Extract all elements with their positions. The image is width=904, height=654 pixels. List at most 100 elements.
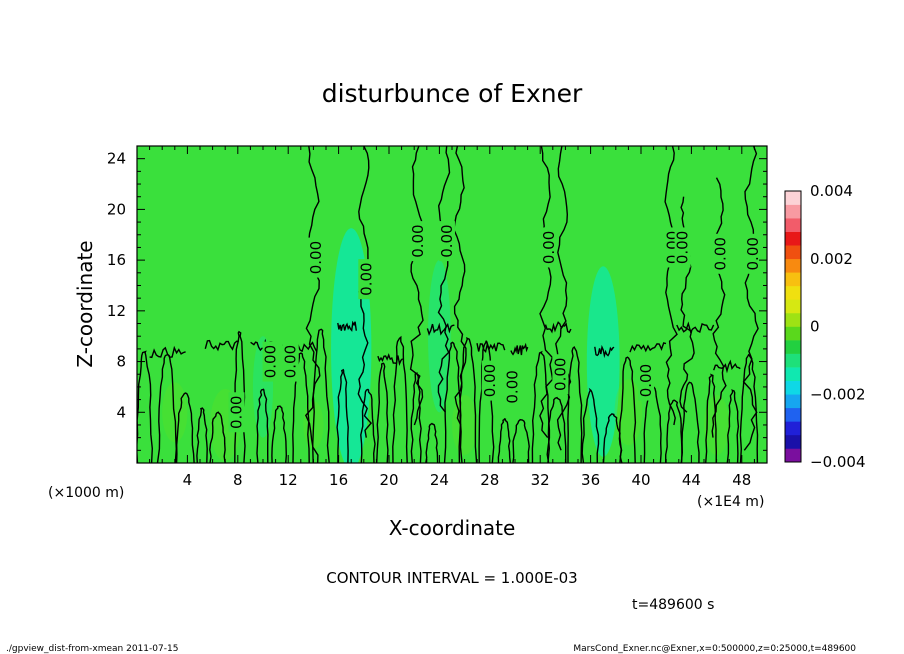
colorbar-swatch [785, 394, 801, 409]
x-tick-label: 20 [379, 471, 398, 489]
contour-segment [544, 321, 572, 334]
contour-loop [665, 399, 683, 463]
contour-label-backdrop [745, 233, 762, 274]
contour-segment [204, 339, 239, 352]
footer-right: MarsCond_Exner.nc@Exner,x=0:500000,z=0:2… [573, 644, 856, 654]
contour-loop [271, 405, 288, 463]
contour-loop [137, 350, 154, 463]
contour-loop [680, 381, 700, 463]
contour-segment [510, 342, 529, 356]
contour-loop [567, 345, 583, 463]
contour-label: 0.00 [357, 262, 375, 295]
contour-label: 0.00 [744, 237, 762, 270]
colorbar-swatch [785, 326, 801, 341]
x-tick-label: 8 [233, 471, 243, 489]
x-tick-label: 44 [682, 471, 701, 489]
x-tick-label: 24 [430, 471, 449, 489]
contour-segment [337, 320, 357, 332]
colorbar-swatch [785, 340, 801, 354]
contour-line [711, 177, 727, 438]
colorbar-frame [784, 190, 802, 463]
contour-loop [425, 422, 439, 463]
colorbar-label: 0.002 [810, 250, 853, 268]
x-tick-label: 12 [279, 471, 298, 489]
contour-label: 0.00 [438, 224, 456, 257]
contour-label-backdrop [674, 227, 691, 268]
x-tick-label: 40 [631, 471, 650, 489]
contour-loop [512, 418, 530, 463]
colorbar-swatch [785, 448, 801, 463]
contour-loop [705, 373, 718, 463]
contour-loop [581, 387, 600, 463]
y-tick-label: 4 [116, 403, 126, 421]
x-axis-ticks: 4 8 12 16 20 24 28 32 36 40 44 48 [149, 146, 755, 489]
contour-segment [426, 322, 455, 336]
y-tick-label: 8 [116, 353, 126, 371]
contour-label: 0.00 [282, 345, 300, 378]
time-label: t=489600 s [632, 597, 714, 613]
colorbar-swatch [785, 204, 801, 219]
contour-label-backdrop [262, 341, 279, 382]
contour-label-backdrop [552, 354, 569, 395]
y-axis-ticks: 4 8 12 16 20 24 [107, 150, 767, 451]
contour-loop [497, 418, 511, 463]
colorbar-swatch [785, 367, 801, 381]
contour-label-backdrop [282, 341, 299, 382]
contour-label: 0.00 [637, 364, 655, 397]
contour-labels: 0.00 0.00 0.00 0.00 0.00 0.00 0.00 0.00 0.00 0.00… [228, 221, 762, 433]
contour-line [742, 146, 759, 451]
contour-label-backdrop [409, 221, 426, 262]
y-tick-label: 20 [107, 200, 126, 218]
colorbar-swatch [785, 312, 801, 327]
contour-segment [676, 321, 715, 334]
contour-loop [392, 335, 408, 463]
colorbar-swatch [785, 421, 801, 436]
x-axis-label: X-coordinate [389, 516, 516, 540]
y-tick-label: 16 [107, 251, 126, 269]
x-tick-label: 48 [732, 471, 751, 489]
contour-line [437, 146, 451, 413]
contour-label-backdrop [228, 392, 245, 433]
contour-loop [410, 372, 422, 463]
positive-anomaly [452, 394, 478, 455]
colorbar-swatch [785, 353, 801, 368]
contour-label: 0.00 [540, 231, 558, 264]
contour-loop [336, 368, 349, 463]
colorbar-swatch [785, 380, 801, 395]
contour-segment [629, 342, 667, 353]
contour-loop [478, 340, 495, 463]
x-tick-label: 28 [480, 471, 499, 489]
contour-label: 0.00 [674, 231, 692, 264]
x-unit-left: (×1000 m) [48, 485, 124, 501]
y-tick-label: 12 [107, 302, 126, 320]
contour-loop [292, 352, 310, 463]
contour-label: 0.00 [503, 370, 521, 403]
colorbar-swatch [785, 191, 801, 205]
colorbar-swatch [785, 245, 801, 260]
colorbar-swatch [785, 218, 801, 232]
contour-label: 0.00 [307, 241, 325, 274]
positive-anomaly [704, 394, 730, 455]
colorbar-label: −0.004 [810, 453, 866, 471]
contour-loop [311, 328, 330, 463]
colorbar-swatch [785, 407, 801, 422]
colorbar-swatch [785, 258, 801, 273]
y-tick-label: 24 [107, 150, 126, 168]
contour-loop [618, 356, 637, 463]
contour-segment [377, 353, 404, 367]
negative-anomaly [586, 266, 620, 457]
x-tick-label: 36 [581, 471, 600, 489]
contour-line [304, 146, 321, 463]
contour-label-backdrop [481, 360, 498, 401]
contour-loop [175, 392, 195, 463]
contour-label: 0.00 [551, 358, 569, 391]
colorbar-swatch [785, 231, 801, 246]
contour-loop [531, 350, 551, 463]
contour-interval: CONTOUR INTERVAL = 1.000E-03 [326, 569, 577, 587]
contour-loop [458, 336, 478, 463]
colorbar-labels: 0.004 0.002 0 −0.002 −0.004 [810, 182, 866, 471]
contour-segment [594, 344, 615, 359]
contour-lines [137, 146, 759, 463]
colorbar-swatch [785, 272, 801, 287]
